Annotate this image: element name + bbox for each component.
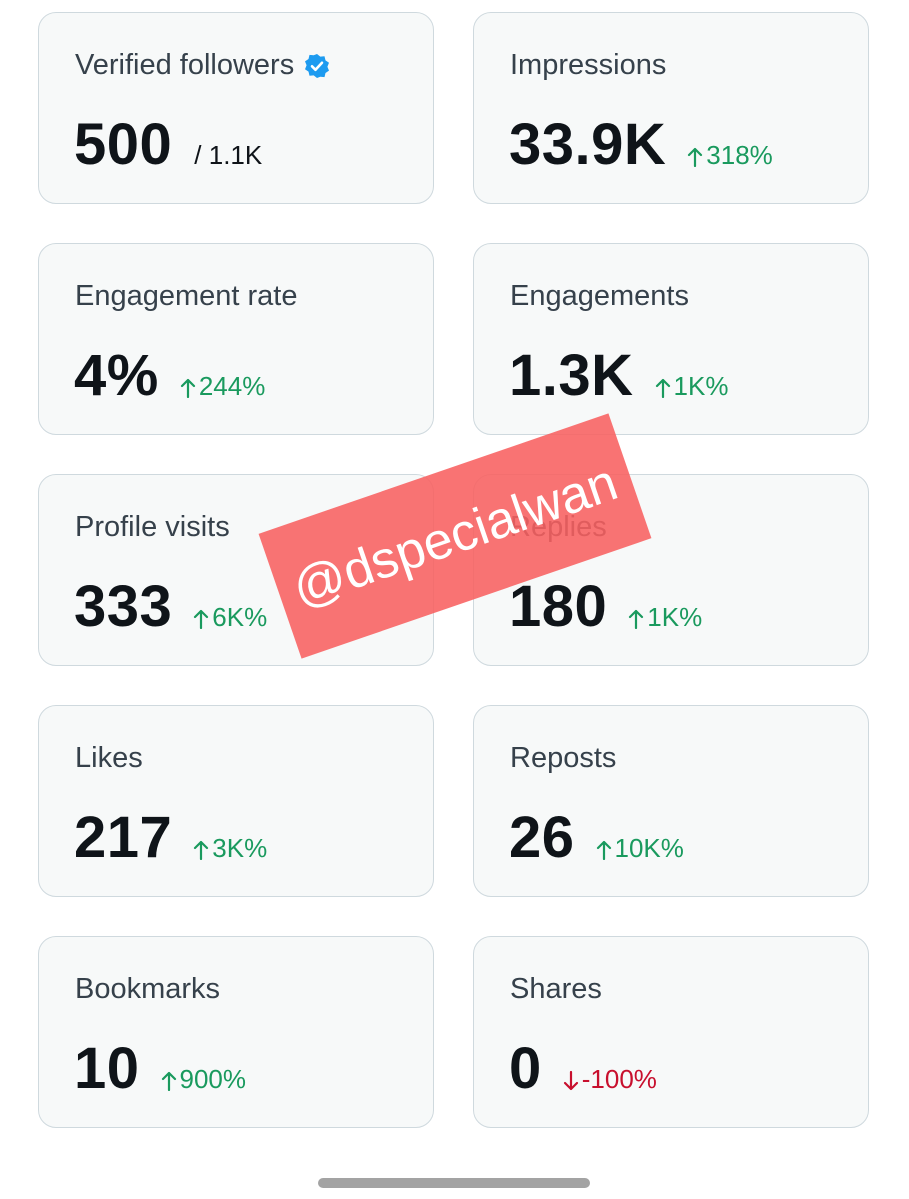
metric-card: Bookmarks 10 900%	[38, 936, 434, 1128]
value-row: 0 -100%	[509, 1035, 657, 1102]
metric-change: 6K%	[192, 602, 267, 633]
label-text: Bookmarks	[75, 973, 221, 1005]
change-arrow	[596, 840, 611, 860]
label-text: Profile visits	[75, 511, 230, 543]
metric-change: 3K%	[192, 833, 267, 864]
label-text: Reposts	[510, 742, 617, 774]
metric-change: 318%	[686, 140, 773, 171]
value-row: 217 3K%	[74, 804, 267, 871]
metric-label: Shares	[510, 973, 602, 1006]
value-row: 500 / 1.1K	[74, 111, 262, 178]
metric-label: Reposts	[510, 742, 616, 775]
metric-value: 33.9K	[509, 112, 667, 177]
metric-label: Likes	[75, 742, 143, 775]
value-row: 26 10K%	[509, 804, 684, 871]
change-text: -100%	[581, 1064, 657, 1094]
change-text: 6K%	[212, 602, 268, 632]
label-text: Impressions	[510, 49, 667, 81]
change-text: 1K%	[647, 602, 703, 632]
change-text: 900%	[179, 1064, 247, 1094]
change-arrow	[180, 378, 195, 398]
label-text: Verified followers	[75, 49, 295, 81]
label-text: Engagements	[510, 280, 689, 312]
metric-card: Engagements 1.3K 1K%	[473, 243, 869, 435]
change-arrow	[655, 378, 670, 398]
label-text: Engagement rate	[75, 280, 298, 312]
metric-value: 180	[509, 574, 608, 639]
metric-change: 900%	[160, 1064, 247, 1095]
change-arrow	[194, 609, 209, 629]
value-row: 180 1K%	[509, 573, 702, 640]
change-text: 1K%	[673, 371, 729, 401]
change-arrow	[563, 1070, 578, 1090]
metric-card: Impressions 33.9K 318%	[473, 12, 869, 204]
change-text: 10K%	[614, 833, 684, 863]
metric-card: Likes 217 3K%	[38, 705, 434, 897]
metric-value: 4%	[74, 343, 159, 408]
metric-value: 333	[74, 574, 173, 639]
metric-label: Impressions	[510, 49, 666, 82]
metric-card: Verified followers 500 / 1.1K	[38, 12, 434, 204]
value-row: 10 900%	[74, 1035, 246, 1102]
metric-change: 1K%	[627, 602, 702, 633]
label-text: Likes	[75, 742, 143, 774]
change-text: 244%	[198, 371, 266, 401]
change-text: 318%	[706, 140, 773, 170]
metric-card: Shares 0 -100%	[473, 936, 869, 1128]
metric-value: 26	[509, 805, 575, 870]
metric-label: Profile visits	[75, 511, 230, 544]
verified-badge	[305, 53, 330, 78]
metric-value: 0	[509, 1036, 542, 1101]
home-indicator	[318, 1178, 590, 1188]
metric-change: 1K%	[654, 371, 729, 402]
metric-value: 10	[74, 1036, 140, 1101]
metric-total: / 1.1K	[194, 140, 263, 170]
value-row: 4% 244%	[74, 342, 265, 409]
value-row: 1.3K 1K%	[509, 342, 728, 409]
change-arrow	[161, 1071, 176, 1091]
metric-label: Engagement rate	[75, 280, 297, 313]
change-arrow	[194, 840, 209, 860]
metric-value: 500	[74, 112, 173, 177]
label-text: Shares	[510, 973, 602, 1005]
metric-value: 217	[74, 805, 173, 870]
metric-change: 10K%	[595, 833, 684, 864]
metric-card: Engagement rate 4% 244%	[38, 243, 434, 435]
metric-label: Verified followers	[75, 49, 330, 82]
metric-label: Engagements	[510, 280, 689, 313]
change-arrow	[688, 147, 703, 167]
value-row: 33.9K 318%	[509, 111, 773, 178]
value-row: 333 6K%	[74, 573, 267, 640]
change-text: 3K%	[212, 833, 268, 863]
metric-change: -100%	[562, 1064, 657, 1095]
metric-change: 244%	[179, 371, 266, 402]
metric-label: Bookmarks	[75, 973, 220, 1006]
metric-card: Reposts 26 10K%	[473, 705, 869, 897]
change-arrow	[629, 609, 644, 629]
metric-value: 1.3K	[509, 343, 634, 408]
